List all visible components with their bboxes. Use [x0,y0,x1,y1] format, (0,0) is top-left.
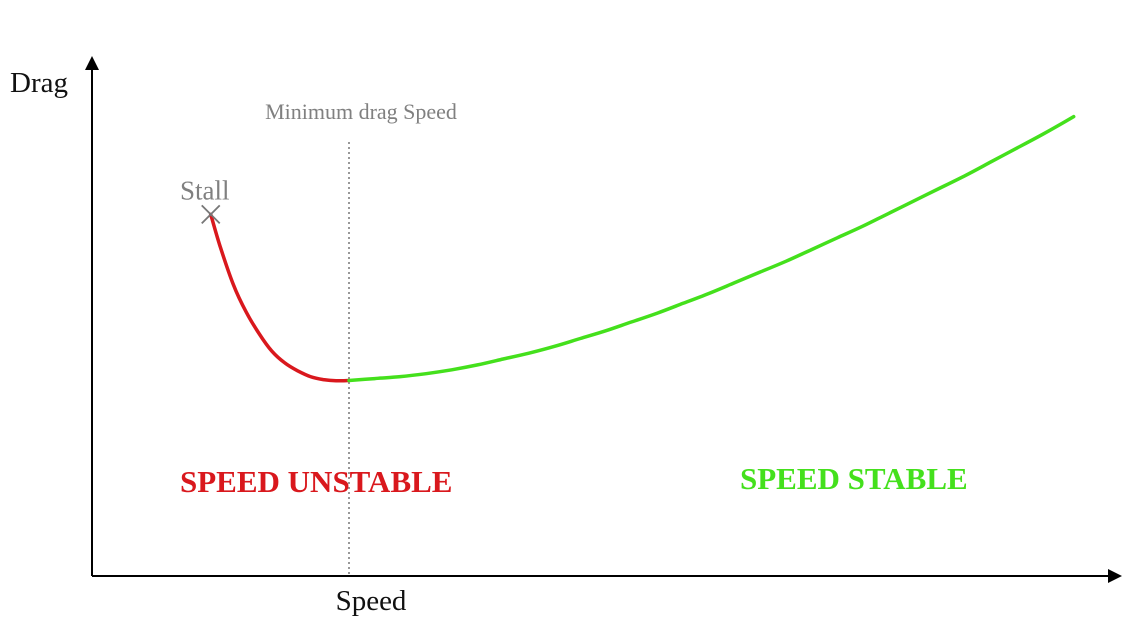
stall-label: Stall [180,175,230,205]
drag-curve-stable [347,114,1076,383]
stall-marker-icon [201,204,221,225]
stall-marker-stroke [201,204,221,225]
speed-unstable-label: SPEED UNSTABLE [180,464,452,499]
speed-stable-label: SPEED STABLE [740,461,968,496]
drag-curve-unstable [208,212,351,383]
minimum-drag-label: Minimum drag Speed [265,99,457,124]
x-axis-label: Speed [336,585,407,617]
y-axis-label: Drag [10,67,68,99]
